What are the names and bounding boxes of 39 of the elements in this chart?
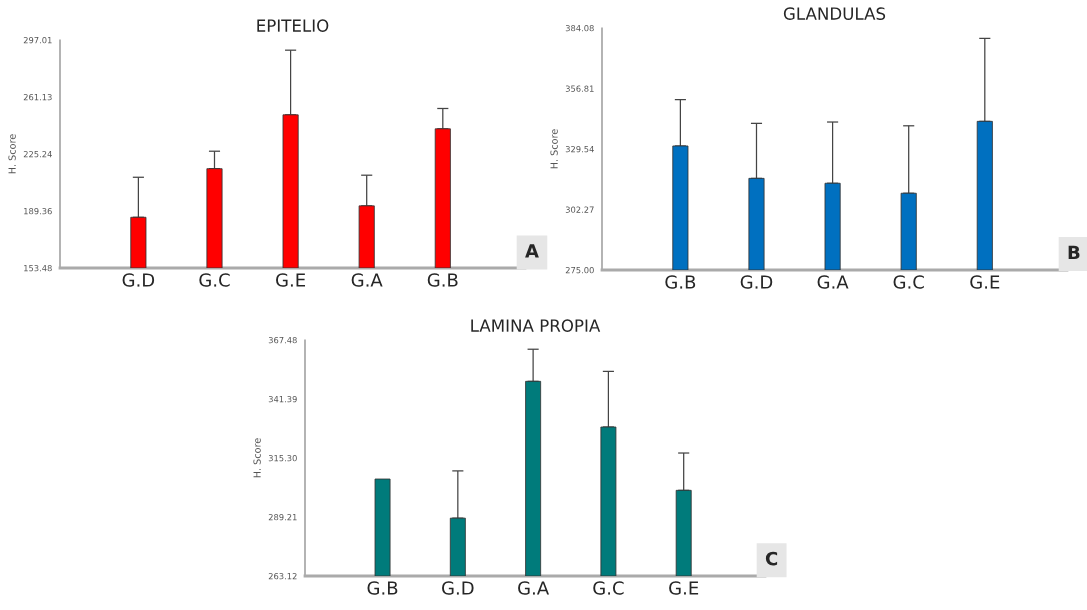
- y-tick-label: 189.36: [24, 207, 52, 215]
- y-axis-title: H. Score: [550, 129, 558, 169]
- x-tick-label: G.C: [893, 275, 924, 289]
- y-tick-label: 153.48: [24, 264, 52, 272]
- x-tick-label: G.D: [442, 581, 474, 595]
- text: B: [1068, 245, 1080, 259]
- y-tick-label: 302.27: [565, 206, 594, 213]
- y-tick-label: 384.08: [565, 24, 594, 32]
- y-tick-label: 261.13: [23, 93, 52, 101]
- y-tick-label: 297.01: [23, 36, 52, 44]
- y-tick-label: 289.21: [268, 513, 297, 521]
- text: C: [765, 551, 778, 566]
- x-tick-label: G.E: [669, 581, 699, 595]
- chart-title: EPITELIO: [257, 19, 329, 32]
- x-tick-label: G.A: [518, 581, 550, 595]
- y-tick-label: 367.48: [268, 336, 297, 344]
- chart-title: GLANDULAS: [783, 7, 886, 20]
- x-tick-label: G.B: [367, 581, 398, 595]
- x-tick-label: G.E: [276, 273, 306, 287]
- y-tick-label: 356.81: [565, 85, 594, 92]
- x-tick-label: G.C: [199, 273, 230, 287]
- y-axis-title: H. Score: [253, 438, 261, 478]
- x-tick-label: G.B: [665, 275, 696, 289]
- y-tick-label: 263.12: [268, 572, 297, 580]
- y-axis-title: H. Score: [8, 134, 16, 174]
- x-tick-label: G.C: [593, 581, 624, 595]
- x-tick-label: G.D: [740, 275, 773, 289]
- text: A: [525, 244, 539, 258]
- y-tick-label: 315.30: [268, 454, 297, 462]
- x-tick-label: G.E: [970, 275, 1000, 289]
- y-tick-label: 275.00: [565, 266, 594, 274]
- y-tick-label: 341.39: [268, 395, 297, 403]
- x-tick-label: G.D: [122, 273, 155, 287]
- x-tick-label: G.B: [427, 273, 458, 287]
- y-tick-label: 225.24: [23, 150, 52, 158]
- chart-title: LAMINA PROPIA: [471, 319, 601, 332]
- y-tick-label: 329.54: [565, 145, 594, 153]
- x-tick-label: G.A: [351, 273, 383, 287]
- x-tick-label: G.A: [817, 275, 849, 289]
